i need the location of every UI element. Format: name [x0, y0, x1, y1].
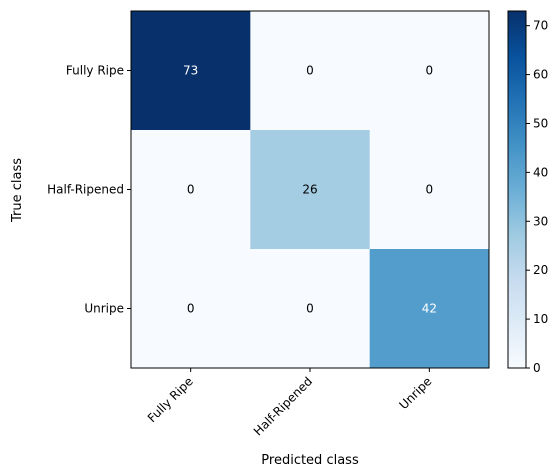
colorbar-tick-label: 10 — [533, 312, 548, 326]
heatmap-cell — [250, 249, 371, 369]
heatmap-cells: 73 0 0 0 26 0 0 0 42 — [131, 11, 490, 369]
cell-value-label: 26 — [302, 183, 317, 197]
colorbar-tick-label: 70 — [533, 19, 548, 33]
heatmap-cell — [131, 249, 251, 369]
heatmap-cell — [369, 130, 490, 250]
colorbar-ticks: 0 10 20 30 40 50 60 70 — [526, 19, 548, 375]
cell-value-label: 73 — [183, 64, 198, 78]
y-axis-ticks: Fully Ripe Half-Ripened Unripe — [47, 64, 131, 316]
x-axis-label: Predicted class — [261, 453, 359, 468]
y-tick-label: Unripe — [84, 302, 124, 316]
colorbar-tick-label: 40 — [533, 165, 548, 179]
x-tick-label: Fully Ripe — [145, 374, 196, 425]
y-axis-label: True class — [10, 158, 25, 223]
heatmap-cell — [369, 249, 490, 369]
cell-value-label: 42 — [422, 302, 437, 316]
x-tick-label: Half-Ripened — [251, 374, 315, 438]
colorbar-tick-label: 30 — [533, 214, 548, 228]
cell-value-label: 0 — [187, 302, 195, 316]
y-tick-label: Fully Ripe — [66, 64, 124, 78]
cell-value-label: 0 — [426, 64, 434, 78]
cell-value-label: 0 — [187, 183, 195, 197]
heatmap-cell — [250, 11, 371, 131]
colorbar-tick-label: 0 — [533, 361, 541, 375]
colorbar-gradient — [507, 10, 527, 369]
heatmap-cell — [131, 130, 251, 250]
heatmap-cell — [250, 130, 371, 250]
colorbar-tick-label: 60 — [533, 68, 548, 82]
cell-value-label: 0 — [426, 183, 434, 197]
colorbar-tick-label: 20 — [533, 263, 548, 277]
colorbar: 0 10 20 30 40 50 60 70 — [507, 10, 548, 375]
x-tick-label: Unripe — [397, 374, 435, 412]
heatmap-cell — [369, 11, 490, 131]
x-axis-ticks: Fully Ripe Half-Ripened Unripe — [145, 368, 435, 438]
colorbar-tick-label: 50 — [533, 116, 548, 130]
y-tick-label: Half-Ripened — [47, 183, 124, 197]
cell-value-label: 0 — [306, 302, 314, 316]
cell-value-label: 0 — [306, 64, 314, 78]
heatmap-cell — [131, 11, 251, 131]
